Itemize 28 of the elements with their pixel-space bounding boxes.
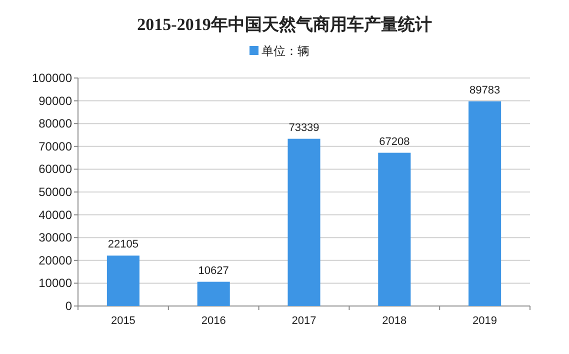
data-label: 10627 [198,264,229,277]
data-label: 67208 [379,136,410,148]
y-tick-label: 50000 [38,185,72,199]
x-tick-label: 2017 [292,315,316,327]
x-tick-label: 2019 [472,315,498,327]
data-label: 89783 [470,84,500,96]
y-tick-label: 0 [65,299,72,313]
bar [378,152,411,306]
y-tick-label: 70000 [38,139,72,154]
y-tick-label: 10000 [38,276,72,290]
y-tick-label: 80000 [38,116,72,131]
y-tick-label: 60000 [38,162,72,176]
y-tick-label: 30000 [38,230,72,245]
bar [288,138,320,306]
legend-label: 单位：辆 [262,44,310,58]
x-tick-label: 2018 [382,315,407,327]
chart-title: 2015-2019年中国天然气商用车产量统计 [137,15,432,34]
y-tick-label: 100000 [32,71,72,85]
y-tick-label: 90000 [38,94,72,108]
x-tick-label: 2016 [201,315,226,327]
y-tick-label: 40000 [38,208,72,222]
bar [468,101,502,306]
x-tick-label: 2015 [110,315,136,327]
data-label: 22105 [108,238,138,251]
y-tick-label: 20000 [38,253,72,268]
bar [197,282,230,306]
bar [106,256,140,306]
data-label: 73339 [288,122,320,134]
